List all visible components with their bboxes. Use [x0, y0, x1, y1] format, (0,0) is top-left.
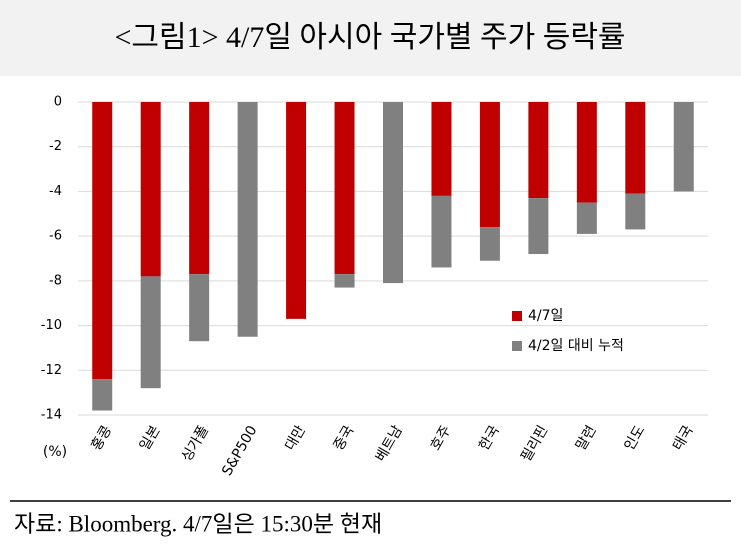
bar-segment [673, 102, 694, 192]
legend-swatch [512, 341, 522, 351]
x-tick-label: 일본 [137, 423, 164, 453]
x-tick-label: 싱가폴 [179, 423, 212, 465]
y-tick-label: -10 [41, 318, 62, 333]
x-tick-label: 대만 [282, 423, 309, 453]
chart-title: <그림1> 4/7일 아시아 국가별 주가 등락률 [114, 21, 625, 54]
y-tick-label: -8 [49, 273, 62, 288]
bar-segment [479, 102, 500, 228]
bar-segment [625, 193, 646, 230]
bar-segment [334, 274, 355, 288]
x-tick-label: 말련 [573, 423, 600, 453]
x-tick-label: 태국 [670, 423, 697, 453]
x-tick-label: S&P500 [219, 423, 260, 479]
bar-segment [334, 102, 355, 275]
bar-segment [431, 195, 452, 268]
y-tick-label: -2 [49, 139, 62, 154]
bar-segment [140, 102, 161, 277]
bar-segment [431, 102, 452, 196]
x-tick-label: 홍콩 [88, 423, 115, 453]
bar-segment [576, 202, 597, 234]
bar-segment [383, 102, 403, 284]
y-tick-label: -14 [41, 408, 62, 423]
bar-segment [528, 198, 549, 255]
y-tick-label: 0 [54, 95, 62, 110]
bar-segment [140, 276, 161, 389]
bar-segment [92, 102, 113, 380]
source: 자료: Bloomberg. 4/7일은 15:30분 현재 [14, 511, 382, 536]
x-tick-label: 베트남 [373, 423, 406, 465]
y-tick-label: -12 [41, 363, 62, 378]
bar-segment [528, 102, 549, 199]
bar-segment [286, 102, 307, 319]
x-tick-label: 필리핀 [518, 423, 551, 464]
y-unit: (%) [43, 444, 67, 460]
bar-segment [237, 102, 258, 337]
x-tick-label: 한국 [476, 423, 503, 453]
x-tick-label: 인도 [621, 423, 648, 453]
bar-segment [625, 102, 646, 194]
legend-swatch [512, 311, 522, 321]
y-tick-label: -4 [49, 184, 62, 199]
title-band [0, 0, 741, 76]
legend-label: 4/7일 [528, 308, 563, 324]
x-tick-label: 호주 [428, 423, 455, 453]
legend-label: 4/2일 대비 누적 [528, 338, 624, 354]
bar-segment [479, 227, 500, 261]
bar-segment [189, 102, 210, 275]
x-tick-label: 중국 [331, 423, 358, 453]
bar-segment [92, 379, 113, 411]
bar-segment [576, 102, 597, 203]
y-tick-label: -6 [49, 229, 62, 244]
bar-segment [189, 274, 210, 342]
